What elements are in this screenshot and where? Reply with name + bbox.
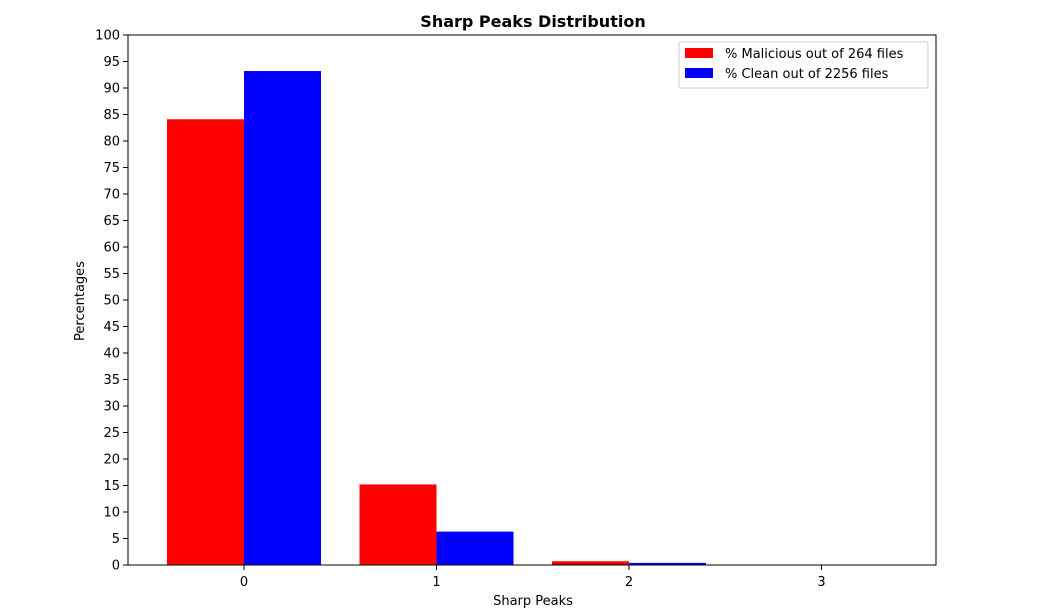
y-axis: 0 5 10 15 20 25 30 35 40 45 50 55 60 65 70 75 80 85 90 95 10… [95,29,128,574]
x-tick-label: 0 [240,575,248,590]
legend-label-clean: % Clean out of 2256 files [725,67,889,82]
x-axis: 0 1 2 3 [240,565,826,590]
legend-box [678,41,929,89]
x-tick-label: 1 [432,575,440,590]
y-tick-label: 65 [103,214,120,229]
y-tick-label: 100 [95,29,120,44]
bar-malicious-0 [167,119,244,566]
y-tick-label: 30 [103,400,120,415]
bar-clean-0 [244,71,321,565]
y-axis-title: Percentages [73,261,88,341]
x-axis-title: Sharp Peaks [493,594,573,609]
x-tick-label: 2 [625,575,633,590]
y-tick-label: 35 [103,373,120,388]
legend: % Malicious out of 264 files % Clean out … [678,41,929,89]
y-tick-label: 0 [112,559,120,574]
y-tick-label: 55 [103,267,120,282]
y-tick-label: 25 [103,426,120,441]
y-tick-label: 10 [103,506,120,521]
legend-label-malicious: % Malicious out of 264 files [725,47,904,62]
y-tick-label: 75 [103,161,120,176]
legend-swatch-malicious [685,48,713,58]
y-tick-label: 80 [103,135,120,150]
y-tick-label: 15 [103,479,120,494]
x-tick-label: 3 [817,575,825,590]
y-tick-label: 90 [103,82,120,97]
bar-malicious-1 [359,484,437,565]
y-tick-label: 45 [103,320,120,335]
bar-clean-2 [629,562,706,565]
bars-layer [167,71,706,566]
y-tick-label: 85 [103,108,120,123]
legend-swatch-clean [685,68,713,78]
y-tick-label: 20 [103,453,120,468]
y-tick-label: 70 [103,188,120,203]
bar-clean-1 [436,531,514,565]
chart-title: Sharp Peaks Distribution [420,12,645,31]
y-tick-label: 50 [103,294,120,309]
y-tick-label: 60 [103,241,120,256]
y-tick-label: 5 [112,532,120,547]
bar-malicious-2 [552,561,629,565]
y-tick-label: 40 [103,347,120,362]
y-tick-label: 95 [103,55,120,70]
